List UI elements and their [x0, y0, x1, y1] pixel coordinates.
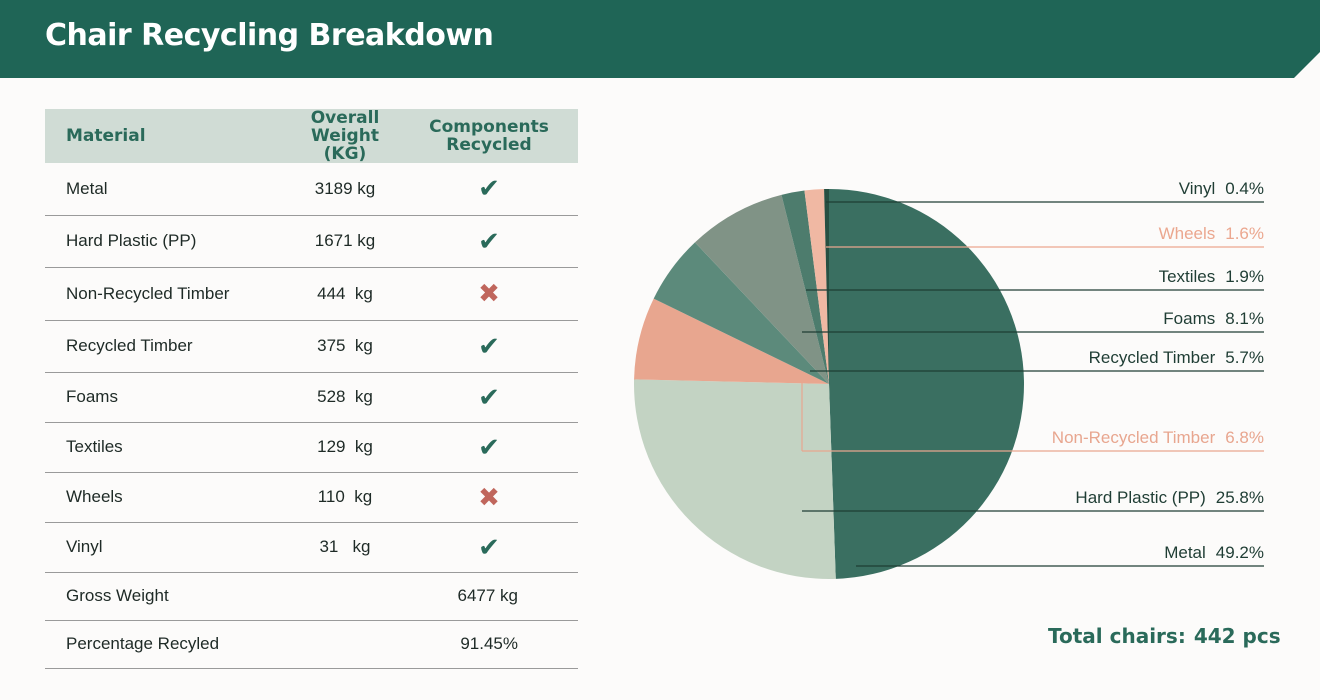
pie-slice-foams — [694, 194, 829, 384]
recycled-cell: ✔ — [400, 522, 578, 573]
table-row: Recycled Timber 375 kg ✔ — [45, 320, 578, 373]
slice-label-name: Non-Recycled Timber — [1052, 428, 1216, 447]
slice-label-value: 8.1% — [1225, 309, 1264, 328]
recycled-cell: ✔ — [400, 372, 578, 423]
slice-label-value: 1.9% — [1225, 267, 1264, 286]
total-label: Total chairs: — [1048, 624, 1186, 648]
weight-cell: 375 kg — [290, 320, 400, 373]
check-icon: ✔ — [478, 330, 500, 361]
weight-cell: 528 kg — [290, 372, 400, 423]
check-icon: ✔ — [478, 431, 500, 462]
recycled-cell: ✖ — [400, 267, 578, 321]
total-chairs: Total chairs: 442 pcs — [1048, 624, 1281, 648]
recycled-cell: ✔ — [400, 422, 578, 473]
slice-label-value: 5.7% — [1225, 348, 1264, 367]
slice-label-name: Wheels — [1159, 224, 1216, 243]
recycled-cell: ✔ — [400, 320, 578, 373]
slice-label-name: Vinyl — [1179, 179, 1216, 198]
recycled-cell: ✔ — [400, 163, 578, 216]
header-material: Material — [45, 109, 290, 163]
slice-label: Non-Recycled Timber 6.8% — [1052, 428, 1264, 447]
recycled-cell: ✖ — [400, 472, 578, 523]
slice-label: Vinyl 0.4% — [1179, 179, 1264, 198]
header-bar: Chair Recycling Breakdown — [0, 0, 1320, 78]
slice-label-value: 25.8% — [1216, 488, 1264, 507]
slice-label-name: Textiles — [1159, 267, 1216, 286]
material-cell: Hard Plastic (PP) — [45, 215, 290, 268]
table-row: Vinyl 31 kg ✔ — [45, 522, 578, 573]
slice-label-name: Hard Plastic (PP) — [1075, 488, 1205, 507]
summary-value: 6477 kg — [290, 572, 578, 621]
pie-slice-textiles — [781, 190, 829, 384]
pie-slice-wheels — [804, 189, 829, 384]
check-icon: ✔ — [478, 173, 500, 204]
total-value: 442 pcs — [1193, 624, 1281, 648]
weight-cell: 129 kg — [290, 422, 400, 473]
slice-label-value: 1.6% — [1225, 224, 1264, 243]
slice-label: Hard Plastic (PP) 25.8% — [1075, 488, 1264, 507]
material-cell: Metal — [45, 163, 290, 216]
table-row: Wheels 110 kg ✖ — [45, 472, 578, 523]
weight-cell: 110 kg — [290, 472, 400, 523]
table-header-row: Material Overall Weight (KG) Components … — [45, 109, 578, 163]
summary-value: 91.45% — [290, 620, 578, 669]
summary-label: Percentage Recyled — [45, 620, 290, 669]
slice-label: Recycled Timber 5.7% — [1089, 348, 1264, 367]
weight-cell: 1671 kg — [290, 215, 400, 268]
weight-cell: 31 kg — [290, 522, 400, 573]
pie-slice-non-recycled-timber — [634, 298, 829, 384]
slice-label-value: 49.2% — [1216, 543, 1264, 562]
slice-label-value: 0.4% — [1225, 179, 1264, 198]
cross-icon: ✖ — [478, 481, 500, 512]
summary-row: Gross Weight 6477 kg — [45, 572, 578, 621]
slice-label: Foams 8.1% — [1163, 309, 1264, 328]
table-row: Non-Recycled Timber 444 kg ✖ — [45, 267, 578, 321]
header-recycled: Components Recycled — [400, 109, 578, 163]
weight-cell: 3189 kg — [290, 163, 400, 216]
check-icon: ✔ — [478, 531, 500, 562]
material-cell: Textiles — [45, 422, 290, 473]
summary-label: Gross Weight — [45, 572, 290, 621]
pie-slice-metal — [829, 189, 1025, 579]
material-cell: Non-Recycled Timber — [45, 267, 290, 321]
slice-label-name: Metal — [1164, 543, 1206, 562]
table-row: Hard Plastic (PP) 1671 kg ✔ — [45, 215, 578, 268]
materials-table: Material Overall Weight (KG) Components … — [45, 109, 578, 669]
slice-label-value: 6.8% — [1225, 428, 1264, 447]
check-icon: ✔ — [478, 225, 500, 256]
materials-table-container: Material Overall Weight (KG) Components … — [45, 109, 578, 669]
slice-label: Wheels 1.6% — [1159, 224, 1264, 243]
weight-cell: 444 kg — [290, 267, 400, 321]
check-icon: ✔ — [478, 381, 500, 412]
table-row: Foams 528 kg ✔ — [45, 372, 578, 423]
material-cell: Wheels — [45, 472, 290, 523]
material-cell: Vinyl — [45, 522, 290, 573]
slice-label: Textiles 1.9% — [1159, 267, 1264, 286]
table-row: Textiles 129 kg ✔ — [45, 422, 578, 473]
page-title: Chair Recycling Breakdown — [45, 18, 494, 53]
slice-label: Metal 49.2% — [1164, 543, 1264, 562]
cross-icon: ✖ — [478, 278, 500, 308]
recycled-cell: ✔ — [400, 215, 578, 268]
table-row: Metal 3189 kg ✔ — [45, 163, 578, 216]
slice-label-name: Recycled Timber — [1089, 348, 1216, 367]
slice-label-name: Foams — [1163, 309, 1215, 328]
pie-slice-hard-plastic-pp — [634, 379, 836, 579]
material-cell: Recycled Timber — [45, 320, 290, 373]
material-cell: Foams — [45, 372, 290, 423]
summary-row: Percentage Recyled 91.45% — [45, 620, 578, 669]
pie-slice-vinyl — [824, 189, 829, 384]
pie-slice-recycled-timber — [653, 242, 829, 384]
header-weight: Overall Weight (KG) — [290, 109, 400, 163]
